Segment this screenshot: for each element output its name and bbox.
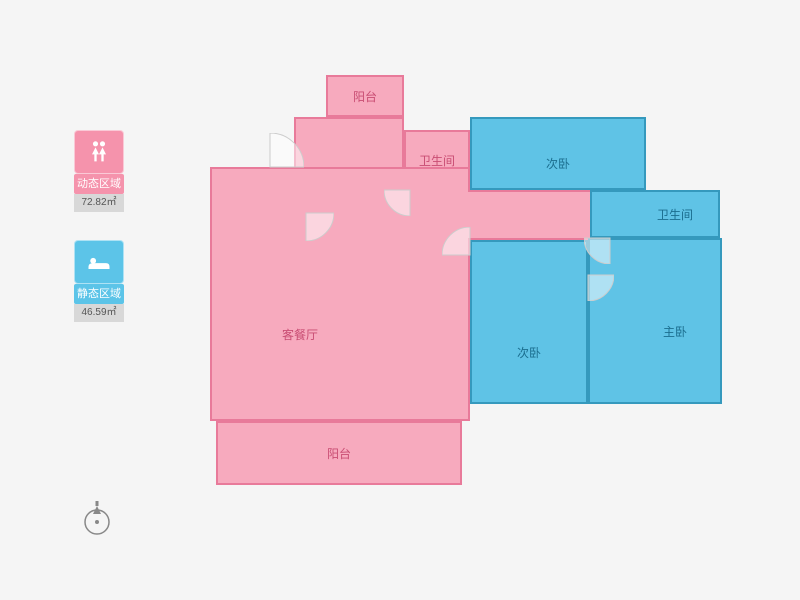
room-label: 次卧 — [546, 155, 570, 172]
room-label: 阳台 — [353, 88, 377, 105]
room-bedroom-2b: 次卧 — [470, 240, 588, 404]
legend-dynamic-value: 72.82㎡ — [74, 194, 124, 212]
compass-icon — [80, 498, 114, 543]
legend-static: 静态区域 46.59㎡ — [74, 240, 138, 322]
seam-cover — [468, 192, 474, 238]
legend-static-value: 46.59㎡ — [74, 304, 124, 322]
room-bathroom-2: 卫生间 — [590, 190, 720, 238]
legend-dynamic-title: 动态区域 — [74, 174, 124, 194]
room-balcony-top: 阳台 — [326, 75, 404, 117]
legend-panel: 动态区域 72.82㎡ 静态区域 46.59㎡ — [74, 130, 138, 350]
room-label: 阳台 — [327, 445, 351, 462]
room-balcony-bottom: 阳台 — [216, 421, 462, 485]
room-label: 客餐厅 — [282, 326, 318, 343]
room-bedroom-master: 主卧 — [588, 238, 722, 404]
legend-dynamic: 动态区域 72.82㎡ — [74, 130, 138, 212]
room-label: 卫生间 — [657, 206, 693, 223]
sleep-icon — [74, 240, 124, 284]
legend-static-title: 静态区域 — [74, 284, 124, 304]
people-icon — [74, 130, 124, 174]
room-living: 客餐厅 — [210, 167, 470, 421]
room-bedroom-2a: 次卧 — [470, 117, 646, 190]
room-label: 次卧 — [517, 344, 541, 361]
room-label: 卫生间 — [419, 152, 455, 169]
room-label: 主卧 — [663, 323, 687, 340]
